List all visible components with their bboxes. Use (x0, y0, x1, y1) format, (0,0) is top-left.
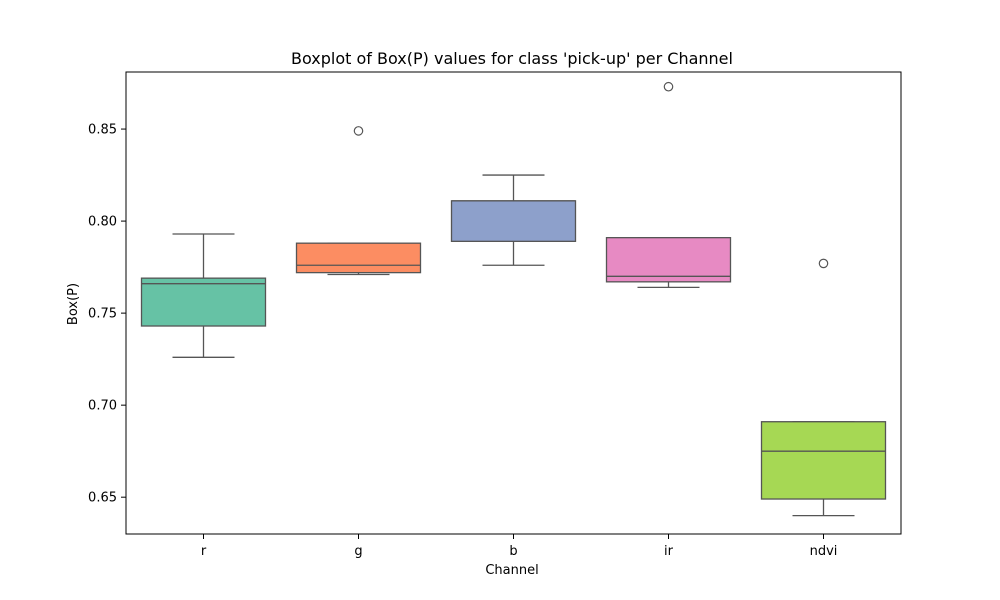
x-axis: r g b ir ndvi (201, 534, 838, 559)
outlier-point (663, 81, 674, 92)
y-tick-label: 0.85 (88, 123, 117, 138)
box-ndvi (760, 258, 887, 517)
iqr-box (140, 277, 267, 327)
box-g (295, 126, 422, 276)
x-tick-label: r (201, 544, 207, 559)
y-axis: 0.65 0.70 0.75 0.80 0.85 (88, 123, 126, 506)
y-tick-label: 0.80 (88, 215, 117, 230)
y-tick-label: 0.65 (88, 491, 117, 506)
outlier-point (353, 126, 364, 136)
outlier-point (818, 258, 829, 269)
y-axis-label: Box(P) (66, 283, 81, 325)
x-axis-label: Channel (485, 563, 538, 578)
plot-area (125, 71, 902, 535)
iqr-box (605, 237, 732, 283)
chart-title: Boxplot of Box(P) values for class 'pick… (291, 49, 733, 68)
iqr-box (760, 421, 887, 500)
y-tick-label: 0.70 (88, 399, 117, 414)
x-tick-label: ir (664, 544, 674, 559)
box-b (450, 174, 577, 266)
box-r (140, 233, 267, 358)
x-tick-label: g (354, 544, 362, 559)
x-tick-label: ndvi (810, 544, 838, 559)
iqr-box (450, 200, 577, 242)
box-ir (605, 81, 732, 289)
y-tick-label: 0.75 (88, 307, 117, 322)
x-tick-label: b (509, 544, 517, 559)
iqr-box (295, 242, 422, 274)
